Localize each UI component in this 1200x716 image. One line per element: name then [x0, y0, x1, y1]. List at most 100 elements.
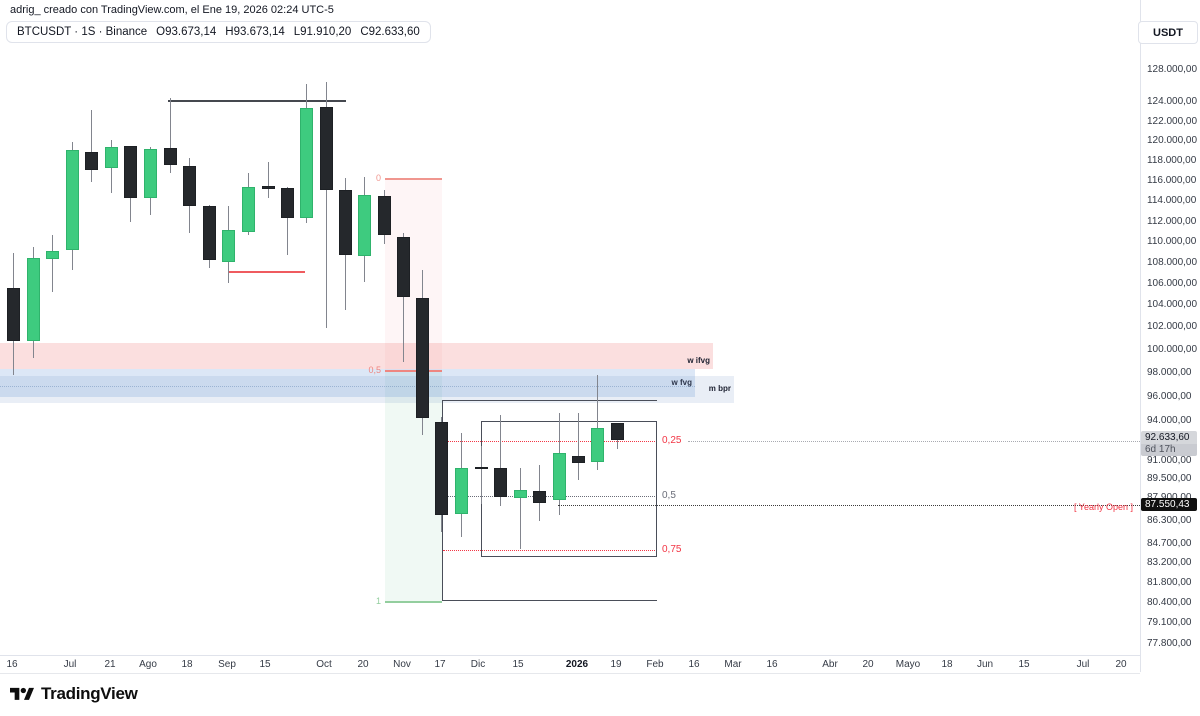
candle	[416, 298, 429, 418]
time-tick: Nov	[393, 659, 411, 670]
fib-boundary-line	[442, 600, 657, 601]
candle-wick	[170, 98, 171, 173]
candle	[164, 148, 177, 165]
candle	[572, 456, 585, 463]
candle	[591, 428, 604, 462]
candle	[124, 146, 137, 198]
candle	[475, 467, 488, 469]
current-price-badge: 92.633,60 6d 17h	[1141, 431, 1197, 456]
time-tick: 18	[181, 659, 193, 670]
price-tick: 106.000,00	[1147, 278, 1198, 289]
price-tick: 114.000,00	[1147, 195, 1197, 206]
price-tick: 102.000,00	[1147, 321, 1198, 332]
candle	[7, 288, 20, 341]
current-price-value: 92.633,60	[1141, 431, 1197, 444]
candle	[281, 188, 294, 218]
candle	[144, 149, 157, 198]
attribution-text: adrig_ creado con TradingView.com, el En…	[10, 4, 334, 16]
candle	[85, 152, 98, 170]
candle	[105, 147, 118, 168]
candle	[435, 422, 448, 515]
fib-dotted-level-label: 0,75	[662, 544, 682, 555]
current-price-line	[688, 441, 1140, 442]
yearly-open-price-badge: 87.550,43	[1141, 498, 1197, 511]
fib-boundary-line	[442, 400, 657, 401]
bar-countdown: 6d 17h	[1141, 444, 1197, 456]
time-tick: Sep	[218, 659, 236, 670]
candle	[514, 490, 527, 498]
time-tick: 21	[104, 659, 116, 670]
price-tick: 120.000,00	[1147, 135, 1198, 146]
fib-level-label: 0,5	[368, 365, 381, 375]
candle	[320, 107, 333, 190]
candle-wick	[481, 446, 482, 504]
fib-dotted-level-line	[443, 496, 657, 497]
price-tick: 94.000,00	[1147, 415, 1192, 426]
time-tick: 15	[512, 659, 524, 670]
price-tick: 108.000,00	[1147, 257, 1198, 268]
candle-wick	[578, 413, 579, 480]
zone-m-bpr[interactable]	[0, 376, 734, 403]
time-tick: Feb	[646, 659, 664, 670]
candle	[533, 491, 546, 503]
time-tick: Mayo	[895, 659, 921, 670]
price-tick: 80.400,00	[1147, 597, 1192, 608]
zone-label-m-bpr: m bpr	[708, 384, 731, 393]
price-tick: 86.300,00	[1147, 515, 1192, 526]
ohlc-close: C92.633,60	[360, 26, 420, 38]
candle	[339, 190, 352, 255]
time-tick: 15	[1018, 659, 1030, 670]
time-axis[interactable]: 16 Jul 21 Ago 18 Sep 15 Oct 20 Nov 17 Dic 15 2026 19 Fe…	[0, 655, 1140, 674]
ohlc-open: O93.673,14	[156, 26, 217, 38]
fib-level-line	[385, 370, 442, 372]
tradingview-logo-text: TradingView	[41, 684, 138, 703]
time-tick: Mar	[724, 659, 742, 670]
ohlc-high: H93.673,14	[225, 26, 285, 38]
candle-wick	[520, 468, 521, 549]
fib-dotted-level-line	[443, 441, 657, 442]
yearly-open-line	[558, 505, 1140, 506]
time-tick: Dic	[470, 659, 486, 670]
time-tick: Ago	[139, 659, 157, 670]
time-tick: 20	[357, 659, 369, 670]
time-tick: 17	[434, 659, 446, 670]
currency-label: USDT	[1153, 26, 1183, 39]
time-tick: 15	[259, 659, 271, 670]
price-tick: 122.000,00	[1147, 116, 1198, 127]
price-tick: 100.000,00	[1147, 344, 1198, 355]
range-box[interactable]	[481, 421, 657, 557]
candle	[222, 230, 235, 262]
price-tick: 84.700,00	[1147, 538, 1192, 549]
symbol-title: BTCUSDT · 1S · Binance	[17, 26, 148, 38]
price-tick: 81.800,00	[1147, 577, 1192, 588]
candle	[358, 195, 371, 256]
time-tick: 16	[6, 659, 18, 670]
tradingview-logo-link[interactable]: TradingView	[10, 684, 138, 704]
candle	[397, 237, 410, 297]
candle	[611, 423, 624, 440]
symbol-legend[interactable]: BTCUSDT · 1S · Binance O93.673,14 H93.67…	[6, 21, 431, 43]
price-tick: 124.000,00	[1147, 96, 1198, 107]
candle	[378, 196, 391, 235]
zone-w-ifvg[interactable]	[0, 343, 713, 369]
chart-plot-area[interactable]: w ifvg w fvg m bpr 0 0,5 1 0,25 0,5 0,75 [ Yearly…	[0, 0, 1140, 655]
currency-toggle-button[interactable]: USDT	[1138, 21, 1198, 44]
fib-level-label: 1	[375, 596, 381, 606]
candle	[455, 468, 468, 514]
candle-wick	[403, 233, 404, 362]
price-axis[interactable]: 128.000,00 124.000,00 122.000,00 120.000,00…	[1140, 0, 1200, 672]
candle	[27, 258, 40, 341]
candle-wick	[287, 187, 288, 255]
time-tick: 20	[1115, 659, 1127, 670]
fib-retracement-fill	[385, 370, 442, 601]
fib-dotted-level-line	[443, 550, 657, 551]
horizontal-line	[0, 386, 695, 387]
price-tick: 96.000,00	[1147, 391, 1192, 402]
candle-wick	[597, 375, 598, 470]
price-tick: 87.900,00	[1147, 492, 1192, 503]
zone-w-fvg[interactable]	[0, 369, 695, 397]
candle-wick	[500, 415, 501, 506]
tradingview-logo-icon	[10, 687, 34, 700]
candle	[203, 206, 216, 260]
